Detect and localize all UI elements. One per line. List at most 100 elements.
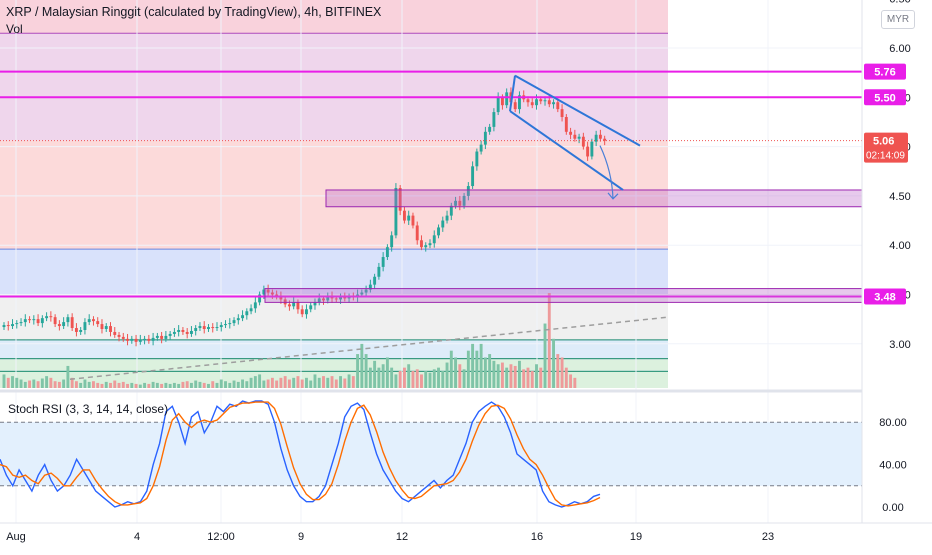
candle	[228, 323, 232, 325]
volume-bar	[330, 376, 334, 388]
volume-bar	[28, 380, 32, 388]
candle	[185, 331, 189, 334]
candle	[505, 92, 509, 106]
volume-bar	[126, 383, 129, 388]
candle	[211, 327, 215, 329]
volume-bar	[198, 381, 202, 388]
time-tick: 23	[762, 531, 774, 543]
volume-bar	[445, 362, 449, 388]
candle	[164, 335, 168, 339]
candle	[586, 146, 590, 157]
candle	[79, 329, 83, 332]
volume-bar	[573, 377, 577, 388]
drawings-layer	[0, 70, 864, 381]
candle	[15, 323, 19, 325]
candle	[70, 317, 74, 329]
volume-bar	[458, 364, 462, 388]
candle	[424, 245, 428, 248]
stoch-tick: 40.00	[879, 460, 907, 472]
candle	[420, 240, 423, 248]
candle	[475, 151, 479, 167]
candle	[407, 215, 411, 221]
candle	[381, 257, 385, 267]
candle	[253, 302, 257, 309]
candle	[390, 235, 394, 248]
volume-label: Vol	[6, 22, 23, 36]
volume-bar	[121, 381, 125, 388]
volume-bar	[492, 360, 496, 388]
candle	[202, 326, 206, 330]
candle	[19, 322, 23, 324]
volume-bar	[547, 293, 551, 388]
volume-bar	[407, 364, 411, 388]
volume-bar	[449, 350, 453, 388]
candle	[339, 297, 342, 300]
volume-bar	[164, 382, 168, 388]
candle	[560, 109, 564, 118]
volume-bar	[381, 364, 385, 388]
candle	[177, 329, 181, 332]
candle	[535, 99, 538, 106]
volume-bar	[258, 374, 262, 388]
candle	[198, 326, 202, 329]
volume-bar	[539, 367, 543, 388]
candle	[130, 338, 134, 341]
volume-bar	[104, 381, 108, 388]
last-price-countdown: 02:14:09	[866, 151, 905, 162]
volume-bar	[377, 367, 381, 388]
candle	[266, 289, 270, 293]
volume-bar	[245, 381, 249, 388]
candle	[92, 319, 95, 322]
candle	[402, 210, 406, 221]
candle	[245, 311, 249, 316]
candle	[224, 324, 227, 326]
volume-bar	[62, 379, 66, 388]
volume-bar	[543, 323, 547, 388]
volume-bar	[415, 369, 419, 388]
demand-box	[264, 288, 864, 303]
volume-bar	[287, 379, 291, 388]
candle	[36, 319, 40, 324]
candle	[569, 131, 573, 135]
candle	[113, 331, 117, 335]
volume-bar	[266, 379, 270, 388]
candle	[603, 138, 607, 141]
candle	[62, 322, 66, 327]
volume-bar	[283, 376, 287, 388]
candle	[49, 316, 53, 318]
zone-band	[0, 0, 668, 34]
volume-bar	[334, 379, 338, 388]
last-price-badge	[864, 132, 908, 163]
volume-bar	[228, 382, 232, 388]
candle	[488, 126, 492, 132]
volume-bar	[496, 364, 500, 388]
price-axis-bg	[862, 0, 932, 523]
volume-bar	[45, 376, 49, 388]
volume-bar	[155, 382, 159, 388]
volume-bar	[215, 382, 219, 388]
volume-bar	[343, 378, 347, 388]
candle	[28, 319, 32, 321]
candle	[564, 117, 568, 132]
candle	[40, 318, 44, 324]
candle	[496, 97, 500, 113]
volume-bar	[454, 357, 458, 388]
volume-bar	[249, 377, 253, 388]
volume-bar	[309, 380, 313, 388]
volume-bar	[236, 381, 240, 388]
volume-bar	[500, 362, 504, 388]
volume-layer	[2, 293, 577, 388]
volume-bar	[117, 382, 121, 388]
candle	[428, 243, 432, 246]
volume-bar	[40, 378, 44, 388]
candles-layer	[2, 87, 607, 347]
candle	[518, 95, 521, 110]
volume-bar	[373, 360, 377, 388]
candle	[262, 289, 266, 295]
candle	[543, 100, 547, 102]
currency-button[interactable]: MYR	[881, 10, 915, 29]
volume-bar	[360, 343, 364, 388]
volume-bar	[441, 371, 445, 388]
volume-bar	[368, 367, 372, 388]
